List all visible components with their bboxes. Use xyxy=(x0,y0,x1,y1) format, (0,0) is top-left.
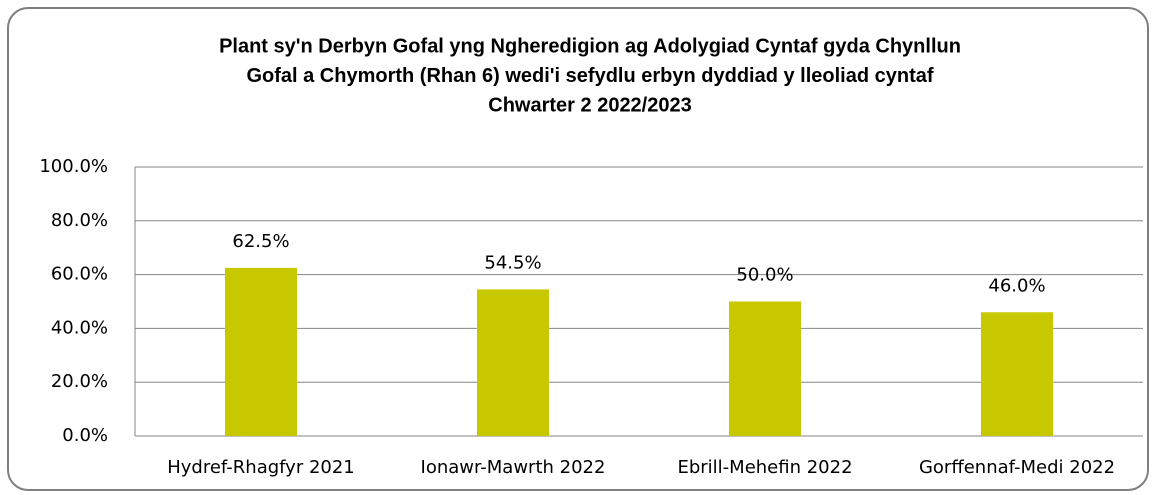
y-tick-label: 80.0% xyxy=(51,210,108,231)
x-tick-label: Hydref-Rhagfyr 2021 xyxy=(167,457,355,478)
y-tick-label: 0.0% xyxy=(62,425,108,446)
x-tick-label: Ionawr-Mawrth 2022 xyxy=(421,457,606,478)
value-label: 46.0% xyxy=(988,275,1045,296)
value-label: 62.5% xyxy=(232,231,289,252)
chart-title: Gofal a Chymorth (Rhan 6) wedi'i sefydlu… xyxy=(246,65,933,87)
chart-title: Chwarter 2 2022/2023 xyxy=(488,94,691,116)
x-tick-label: Ebrill-Mehefin 2022 xyxy=(677,457,852,478)
value-label: 54.5% xyxy=(484,252,541,273)
chart-title: Plant sy'n Derbyn Gofal yng Ngheredigion… xyxy=(219,35,961,57)
y-tick-label: 60.0% xyxy=(51,264,108,285)
bar xyxy=(477,289,549,436)
y-tick-label: 20.0% xyxy=(51,371,108,392)
x-tick-label: Gorffennaf-Medi 2022 xyxy=(919,457,1115,478)
bar xyxy=(981,312,1053,436)
bar xyxy=(729,301,801,436)
bar xyxy=(225,267,297,436)
y-tick-label: 100.0% xyxy=(39,156,108,177)
y-tick-label: 40.0% xyxy=(51,317,108,338)
value-label: 50.0% xyxy=(736,265,793,286)
